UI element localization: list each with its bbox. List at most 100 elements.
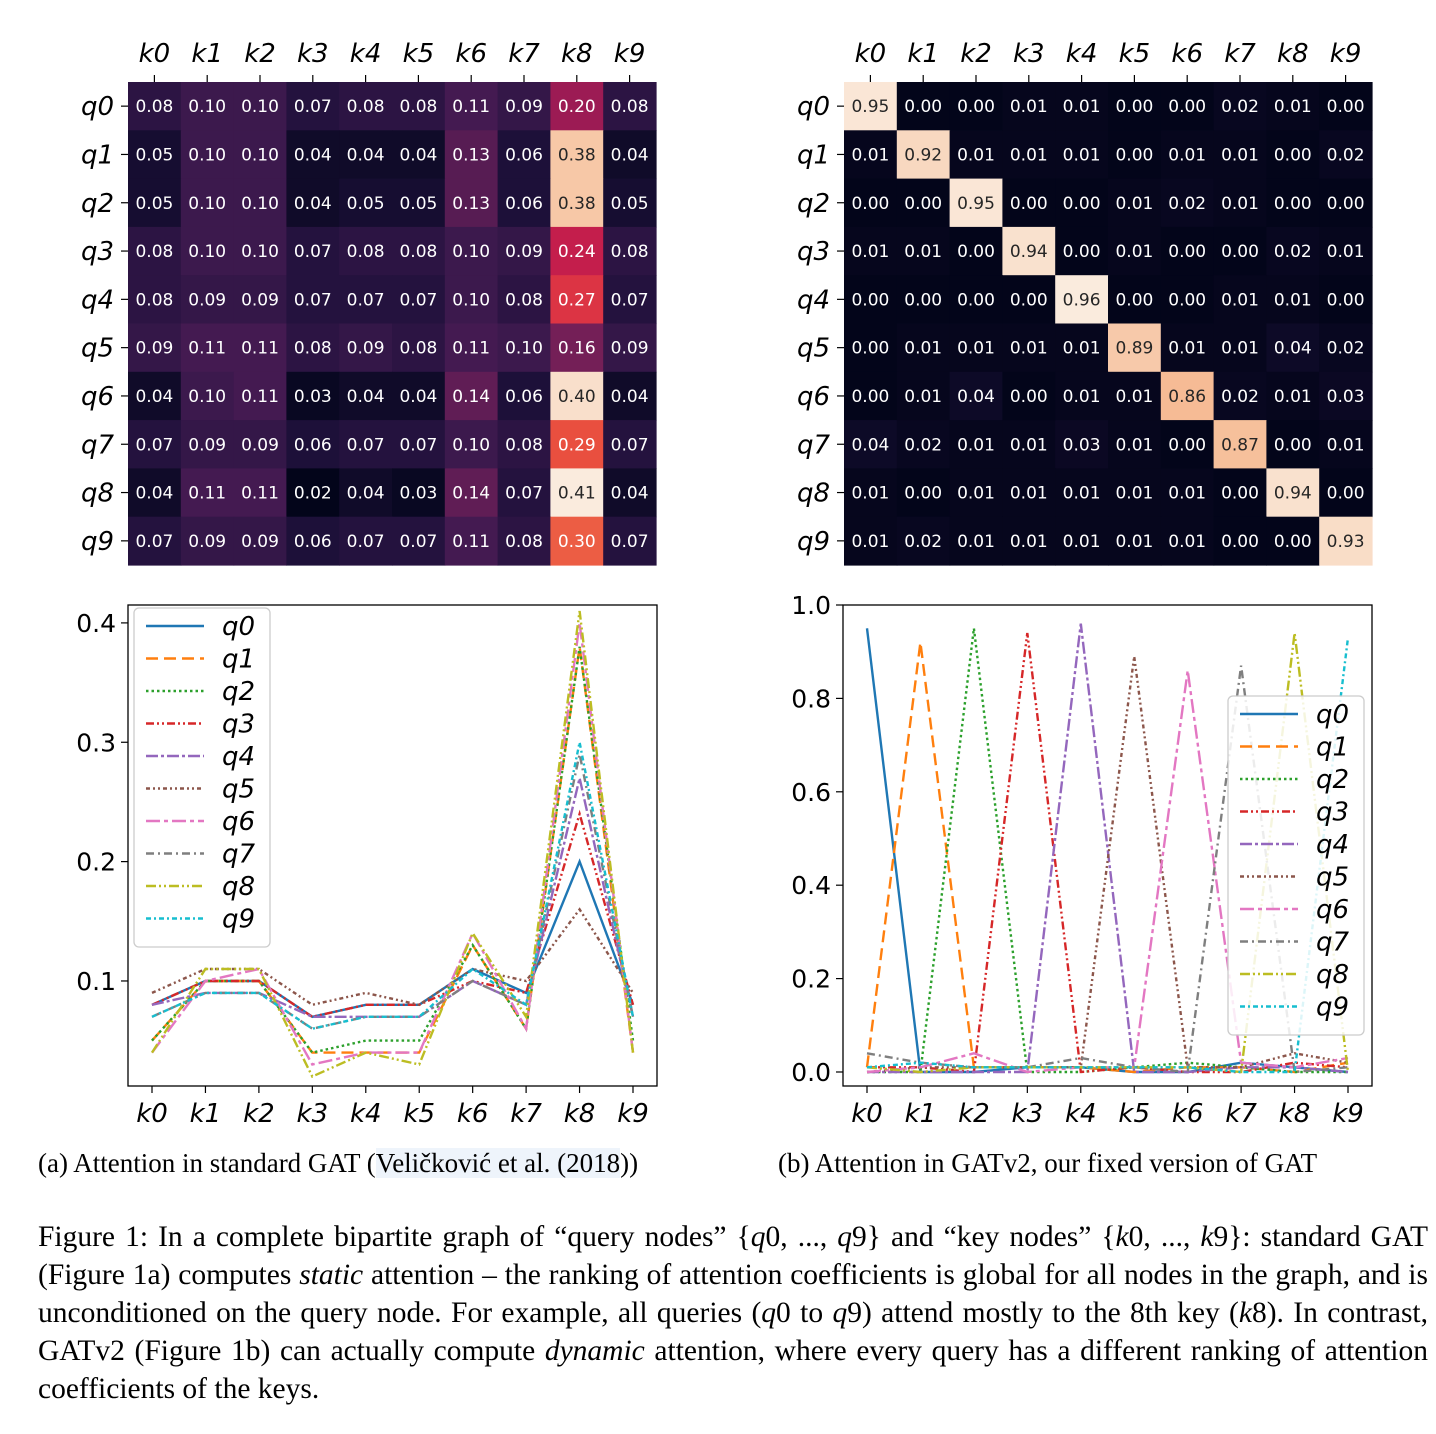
heatmap-cell — [1319, 82, 1373, 131]
heatmap-cell — [286, 82, 340, 131]
cell-value: 0.95 — [957, 194, 995, 214]
cell-value: 0.01 — [1010, 484, 1048, 504]
cell-value: 0.01 — [1168, 484, 1206, 504]
cell-value: 0.04 — [135, 387, 173, 407]
cell-value: 0.02 — [1327, 339, 1365, 359]
heatmap-cell — [896, 275, 951, 325]
heatmap-cell — [1002, 371, 1056, 421]
cell-value: 0.08 — [399, 339, 437, 359]
heatmap-cell — [550, 371, 604, 421]
heatmap-cell — [339, 130, 393, 180]
cell-value: 0.01 — [1327, 242, 1365, 262]
cell-value: 0.01 — [1010, 339, 1048, 359]
heatmap-cell — [896, 371, 951, 421]
heatmap-cell — [1266, 178, 1320, 228]
cell-value: 0.07 — [347, 532, 385, 552]
cell-value: 0.41 — [558, 484, 596, 504]
cell-value: 0.01 — [957, 532, 995, 552]
heatmap-cell — [949, 226, 1003, 276]
y-tick-label: 0.1 — [76, 967, 116, 996]
heatmap-cell — [339, 82, 393, 131]
heatmap-cell — [1002, 178, 1056, 228]
heatmap-cell — [1055, 468, 1109, 518]
cell-value: 0.04 — [294, 194, 332, 214]
heatmap-cell — [1213, 178, 1267, 228]
cell-value: 0.06 — [294, 435, 332, 455]
cell-value: 0.01 — [1115, 532, 1153, 552]
legend-label: q0 — [1316, 700, 1349, 730]
cell-value: 0.08 — [135, 97, 173, 117]
heatmap-cell — [339, 178, 393, 228]
figure-caption: Figure 1: In a complete bipartite graph … — [38, 1221, 1429, 1405]
cell-value: 0.40 — [558, 387, 596, 407]
cell-value: 0.11 — [241, 387, 279, 407]
cell-value: 0.30 — [558, 532, 596, 552]
heatmap-cell — [497, 468, 551, 518]
cell-value: 0.09 — [188, 532, 226, 552]
cell-value: 0.96 — [1063, 290, 1101, 310]
legend-label: q2 — [1316, 765, 1349, 795]
cell-value: 0.09 — [347, 339, 385, 359]
cell-value: 0.04 — [135, 484, 173, 504]
cell-value: 0.00 — [1010, 387, 1048, 407]
cell-value: 0.11 — [452, 339, 490, 359]
heatmap-cell — [1108, 468, 1162, 518]
heatmap-cell — [1055, 178, 1109, 228]
cell-value: 0.01 — [1115, 435, 1153, 455]
heatmap-cell — [497, 420, 551, 469]
heatmap-cell — [949, 420, 1003, 469]
cell-value: 0.05 — [399, 194, 437, 214]
heatmap-cell — [497, 226, 551, 276]
cell-value: 0.04 — [399, 145, 437, 165]
heatmap-cell — [844, 516, 898, 566]
heatmap-cell — [1160, 226, 1215, 276]
cell-value: 0.00 — [1063, 194, 1101, 214]
x-tick-label: k7 — [1224, 39, 1256, 69]
heatmap-cell — [1213, 275, 1267, 325]
heatmap-cell — [128, 275, 182, 325]
heatmap-cell — [949, 371, 1003, 421]
y-tick-label: q1 — [797, 140, 830, 170]
heatmap-cell — [1002, 82, 1056, 131]
cell-value: 0.01 — [851, 242, 889, 262]
cell-value: 0.08 — [611, 97, 649, 117]
cell-value: 0.07 — [399, 532, 437, 552]
heatmap-cell — [603, 226, 657, 276]
heatmap-cell — [1160, 420, 1215, 469]
heatmap-cell — [1213, 371, 1267, 421]
y-tick-label: 0.4 — [76, 609, 116, 638]
line-plot-b: k0 k1 k2 k3 k4 k5 k6 k7 k8 k9 0.0 0.2 0.4 0.6 0.8 1.0 q0… — [791, 591, 1373, 1129]
heatmap-cell — [1213, 468, 1267, 518]
heatmap-cell — [1002, 516, 1056, 566]
legend-label: q4 — [222, 742, 255, 772]
cell-value: 0.10 — [188, 97, 226, 117]
heatmap-cell — [1266, 275, 1320, 325]
heatmap-cell — [896, 323, 951, 373]
heatmap-cell — [497, 516, 551, 566]
series-line-q5 — [151, 907, 635, 1007]
heatmap-cell — [180, 226, 235, 276]
cell-value: 0.38 — [558, 194, 596, 214]
cell-value: 0.08 — [135, 242, 173, 262]
x-tick-label: k2 — [243, 1099, 275, 1129]
heatmap-cell — [392, 516, 446, 566]
heatmap-cell — [603, 323, 657, 373]
x-tick-label: k9 — [614, 39, 646, 69]
cell-value: 0.00 — [851, 194, 889, 214]
x-tick-label: k8 — [1279, 1099, 1311, 1129]
cell-value: 0.00 — [1327, 290, 1365, 310]
x-tick-label: k3 — [297, 1099, 329, 1129]
cell-value: 0.07 — [294, 242, 332, 262]
cell-value: 0.10 — [188, 194, 226, 214]
y-tick-label: 0.4 — [791, 871, 831, 900]
heatmap-cell — [1055, 371, 1109, 421]
cell-value: 0.05 — [135, 145, 173, 165]
cell-value: 0.01 — [1063, 339, 1101, 359]
heatmap-cell — [233, 468, 287, 518]
citation-link[interactable]: Veličković et al. (2018 — [375, 1148, 621, 1178]
cell-value: 0.01 — [1168, 145, 1206, 165]
x-tick-label: k8 — [561, 39, 593, 69]
cell-value: 0.07 — [135, 532, 173, 552]
cell-value: 0.07 — [399, 290, 437, 310]
cell-value: 0.09 — [188, 290, 226, 310]
